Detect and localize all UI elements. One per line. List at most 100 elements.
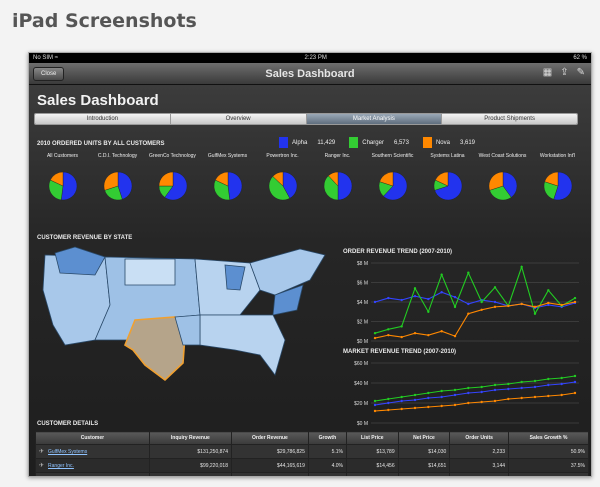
table-cell: $99,220,018 [148,458,232,473]
pie-chart[interactable]: GreenCo Technology [145,153,200,205]
column-header[interactable]: Order Units [449,431,510,445]
pie-chart[interactable]: Ranger Inc. [310,153,365,205]
data-point [533,379,537,383]
data-point [400,399,403,403]
table-cell: 17.7% [508,472,589,476]
data-point [440,395,443,399]
pie-slice [158,171,173,187]
pie-slice [268,176,290,201]
data-point [480,385,483,389]
data-point [453,295,457,299]
table-cell: 2,661 [449,472,510,476]
column-header[interactable]: Growth [307,431,347,445]
column-header[interactable]: Inquiry Revenue [148,431,232,445]
share-icon[interactable]: ⇪ [560,67,569,78]
data-point [453,388,457,392]
customer-link[interactable]: Ranger Inc. [48,463,74,469]
tab-product-shipments[interactable]: Product Shipments [442,114,577,124]
column-header[interactable]: List Price [345,431,399,445]
data-point [467,391,470,395]
customer-icon: ✈ [39,476,44,477]
data-point [533,312,537,315]
data-point [573,380,577,384]
data-point [480,390,483,394]
series-line [374,265,576,334]
tab-market-analysis[interactable]: Market Analysis [306,114,443,124]
pie-slice [103,171,118,191]
data-point [547,289,550,292]
table-cell: $14,030 [397,444,451,459]
data-point [413,287,417,290]
pie-slice [488,171,503,191]
data-point [573,374,577,378]
pie-chart[interactable]: West Coast Solutions [475,153,530,205]
tab-introduction[interactable]: Introduction [35,114,171,124]
pie-slice [488,185,512,201]
data-point [493,383,497,387]
data-point [427,297,430,301]
table-cell: $14,456 [345,458,399,473]
pie-chart[interactable]: C.D.I. Technology [90,153,145,205]
tab-bar: Introduction Overview Market Analysis Pr… [34,113,578,125]
column-header[interactable]: Customer [35,431,150,445]
legend-value: 3,619 [459,139,475,146]
data-point [467,401,470,405]
data-point [573,300,577,304]
pie-label: West Coast Solutions [478,153,527,159]
data-point [400,395,403,399]
table-cell: 4.0% [307,458,347,473]
pie-chart[interactable]: GulfMex Systems [200,153,255,205]
customer-icon: ✈ [39,449,45,455]
pie-chart[interactable]: Systems Latina [420,153,475,205]
pie-label: C.D.I. Technology [97,153,138,159]
column-header[interactable]: Order Revenue [230,431,309,445]
units-legend: Alpha 11,429 Charger 6,573 Nova 3,619 [279,137,475,148]
legend-name: Nova [435,139,450,146]
nav-bar: Close Sales Dashboard ▦ ⇪ ✎ [29,63,591,85]
table-cell: 50.9% [508,444,589,459]
edit-icon[interactable]: ✎ [576,67,585,78]
data-point [507,397,510,401]
data-point [547,303,550,307]
pie-label: Ranger Inc. [324,153,351,159]
pie-svg [488,171,517,201]
pie-label: GreenCo Technology [149,153,196,159]
column-header[interactable]: Net Price [397,431,451,445]
data-point [427,396,430,400]
pie-chart[interactable]: Southern Scientific [365,153,420,205]
wifi-icon: ≈ [54,55,58,61]
grid-icon[interactable]: ▦ [542,67,553,78]
table-cell: 1.6% [307,472,347,476]
pie-svg [268,171,297,201]
close-button[interactable]: Close [33,67,65,81]
data-point [400,407,403,411]
table-row: ✈ GulfMex Systems $131,250,874 $29,786,825 5… [35,444,589,459]
series-line [374,301,576,339]
customer-link[interactable]: GulfMex Systems [48,449,88,455]
data-point [573,391,577,395]
us-map-icon[interactable] [35,245,335,385]
table-row: ✈Workstation Int'l$88,266,473$39,082,362… [35,472,589,477]
pie-svg [323,171,352,201]
data-point [560,393,563,397]
series-line [374,392,576,412]
pie-slice [117,171,132,200]
pie-svg [213,171,242,201]
pie-slice [227,171,242,201]
pie-chart[interactable]: Workstation Int'l [530,153,585,205]
tab-overview[interactable]: Overview [170,114,307,124]
data-point [453,403,457,407]
map-east-coast [272,284,304,316]
data-point [440,273,443,276]
data-point [533,385,537,389]
table-header-row: Customer Inquiry Revenue Order Revenue Grow… [35,431,589,445]
pie-chart[interactable]: Powertron Inc. [255,153,310,205]
data-point [387,328,390,331]
column-header[interactable]: Sales Growth % [508,431,589,445]
data-point [427,310,430,313]
data-point [467,312,470,315]
table-cell: $44,165,619 [230,458,309,473]
pie-row: All Customers C.D.I. Technology GreenCo Te… [35,153,585,205]
pie-chart[interactable]: All Customers [35,153,90,205]
data-point [373,332,377,335]
